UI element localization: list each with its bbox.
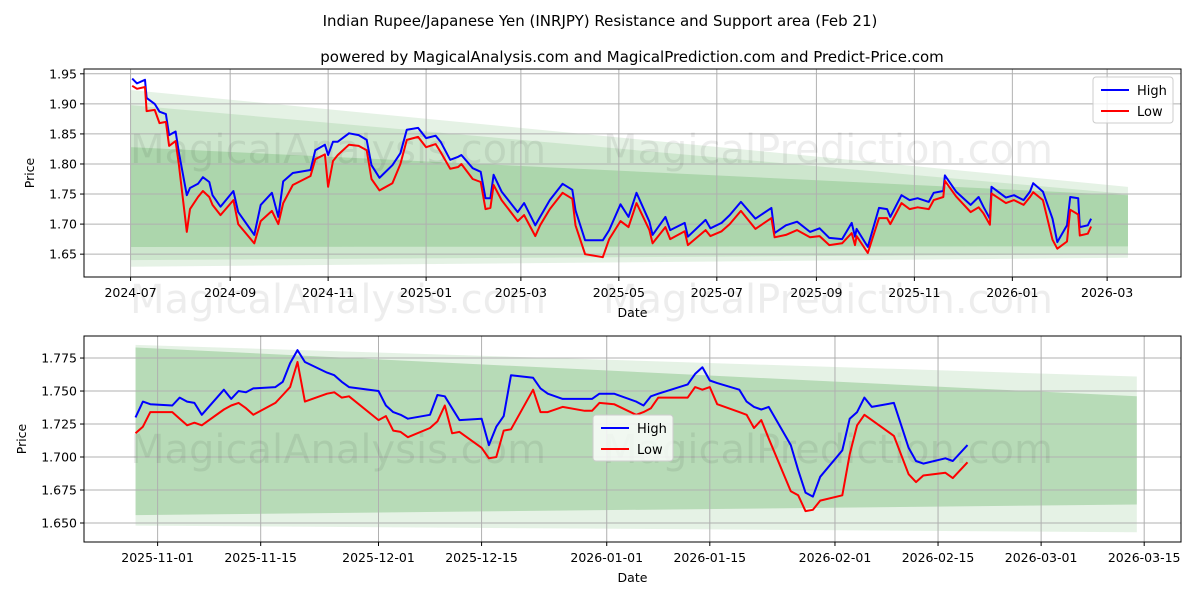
x-tick-label: 2026-01 [986,285,1038,300]
axes-frame [83,68,1182,278]
x-tick-label: 2026-01-01 [570,550,643,565]
y-tick-label: 1.725 [41,417,77,432]
x-tick-label: 2024-09 [204,285,256,300]
x-tick-label: 2025-12-01 [342,550,415,565]
y-tick-label: 1.675 [41,483,77,498]
x-tick-label: 2026-03-15 [1108,550,1181,565]
legend-label-high: High [637,422,667,437]
x-tick-label: 2026-03 [1081,285,1133,300]
x-tick-label: 2025-11 [888,285,940,300]
chart-title: Indian Rupee/Japanese Yen (INRJPY) Resis… [323,12,878,30]
y-tick-label: 1.650 [41,515,77,530]
y-axis-label: Price [14,423,29,454]
series-line-high [134,349,969,498]
axes-frame [83,335,1182,543]
chart-subtitle: powered by MagicalAnalysis.com and Magic… [320,48,944,66]
y-tick-label: 1.95 [49,66,77,81]
y-tick-label: 1.775 [41,351,77,366]
y-tick-label: 1.90 [49,96,77,111]
series-line-low [134,361,969,513]
y-tick-label: 1.70 [49,217,77,232]
legend-label-low: Low [1137,105,1163,120]
top-chart: 1.65 1.70 1.75 1.80 1.85 1.90 1.95 2024-07 2024-… [22,66,1182,323]
y-tick-label: 1.75 [49,187,77,202]
series-line-high [131,77,1092,248]
watermark: MagicalPrediction.com [603,427,1053,473]
watermark: MagicalAnalysis.com [130,127,546,173]
bottom-chart: 1.650 1.675 1.700 1.725 1.750 1.775 2025-11-01… [14,335,1182,585]
x-axis-label: Date [618,305,648,320]
x-tick-label: 2025-12-15 [445,550,518,565]
y-tick-label: 1.80 [49,156,77,171]
x-tick-label: 2025-07 [691,285,743,300]
x-tick-label: 2025-05 [593,285,645,300]
x-tick-label: 2025-01 [400,285,452,300]
watermark: MagicalAnalysis.com [130,427,546,473]
series-line-low [131,84,1093,259]
x-axis-label: Date [618,570,648,585]
legend: High Low [592,414,674,462]
legend: High Low [1092,76,1174,124]
x-tick-label: 2026-01-15 [673,550,746,565]
watermark: MagicalPrediction.com [603,277,1053,323]
legend-label-low: Low [637,443,663,458]
watermark: MagicalAnalysis.com [130,277,546,323]
y-tick-label: 1.85 [49,126,77,141]
x-tick-label: 2025-11-15 [224,550,297,565]
y-tick-label: 1.65 [49,247,77,262]
x-tick-label: 2026-02-01 [799,550,872,565]
x-tick-label: 2026-02-15 [902,550,975,565]
legend-label-high: High [1137,84,1167,99]
y-axis-label: Price [22,157,37,188]
x-tick-label: 2026-03-01 [1005,550,1078,565]
x-tick-label: 2025-03 [495,285,547,300]
y-tick-label: 1.700 [41,450,77,465]
x-tick-label: 2025-09 [790,285,842,300]
x-tick-label: 2024-11 [302,285,354,300]
x-tick-label: 2024-07 [104,285,156,300]
watermark: MagicalPrediction.com [603,127,1053,173]
x-tick-label: 2025-11-01 [121,550,194,565]
y-tick-label: 1.750 [41,384,77,399]
